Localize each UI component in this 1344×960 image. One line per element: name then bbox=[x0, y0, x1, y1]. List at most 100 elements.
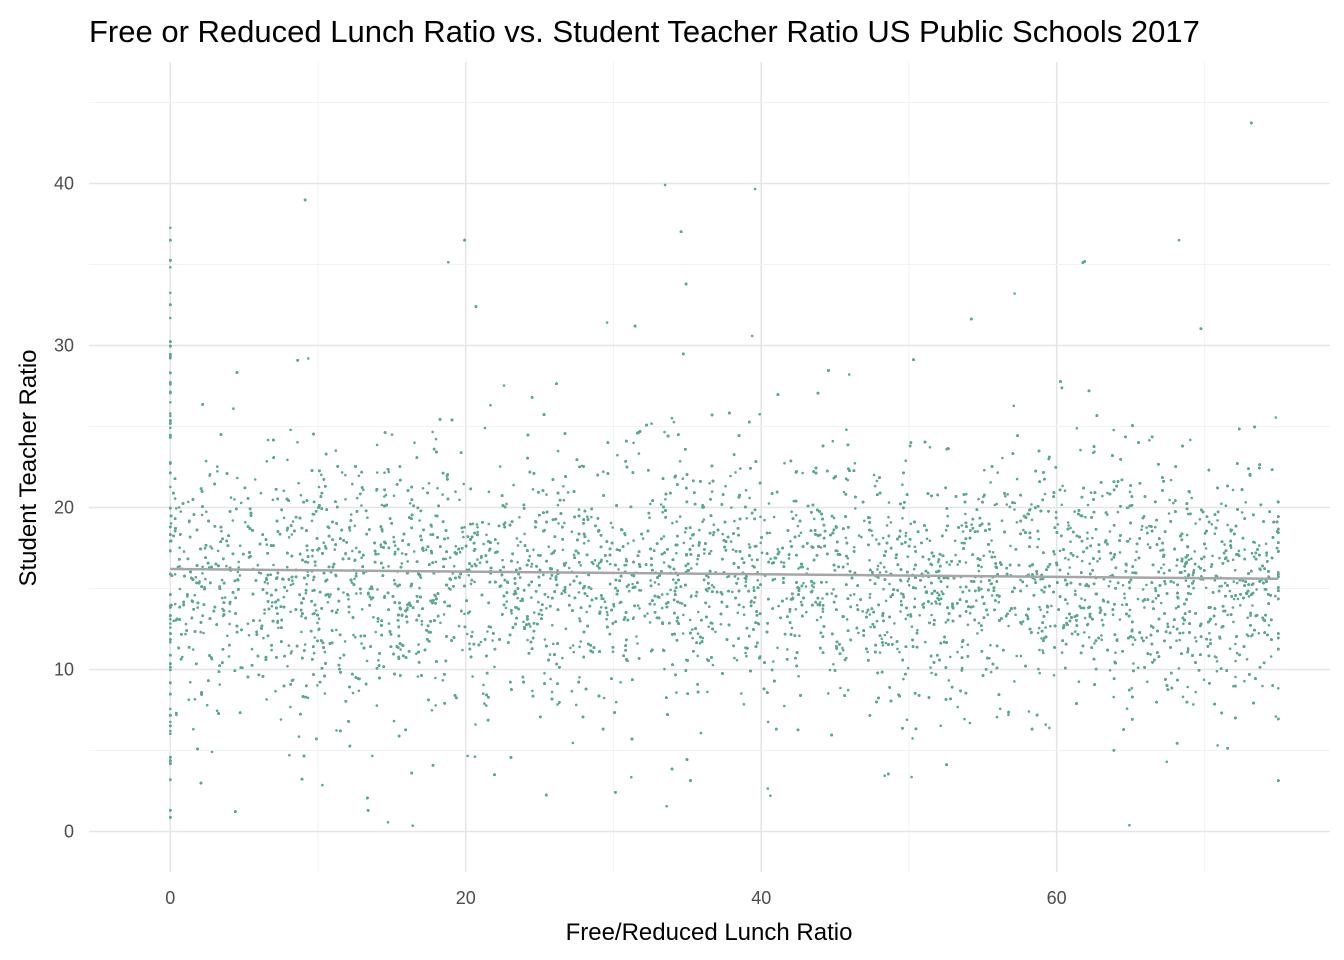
data-point bbox=[1193, 636, 1197, 639]
data-point bbox=[427, 482, 431, 485]
data-point bbox=[866, 650, 869, 654]
data-point bbox=[947, 679, 951, 682]
data-point bbox=[579, 564, 583, 567]
data-point bbox=[169, 426, 172, 430]
data-point bbox=[505, 600, 509, 603]
data-point bbox=[421, 487, 425, 490]
data-point bbox=[1015, 654, 1018, 658]
data-point bbox=[901, 517, 904, 520]
data-point bbox=[380, 503, 384, 507]
data-point bbox=[176, 565, 180, 569]
data-point bbox=[1126, 506, 1130, 510]
data-point bbox=[1132, 662, 1135, 665]
data-point bbox=[909, 522, 913, 526]
data-point bbox=[980, 565, 983, 569]
data-point bbox=[733, 575, 737, 578]
data-point bbox=[1021, 620, 1025, 623]
data-point bbox=[605, 559, 609, 563]
data-point bbox=[201, 565, 204, 569]
data-point bbox=[768, 531, 772, 535]
data-point bbox=[1172, 501, 1175, 505]
data-point bbox=[1075, 427, 1079, 430]
data-point bbox=[904, 531, 908, 535]
data-point bbox=[471, 630, 474, 634]
data-point bbox=[462, 482, 466, 486]
data-point bbox=[769, 794, 772, 797]
data-point bbox=[833, 569, 837, 572]
data-point bbox=[731, 590, 734, 594]
data-point bbox=[501, 558, 504, 562]
data-point bbox=[733, 656, 736, 660]
data-point bbox=[1030, 503, 1033, 506]
data-point bbox=[291, 579, 294, 582]
data-point bbox=[202, 631, 205, 635]
data-point bbox=[238, 574, 242, 577]
data-point bbox=[995, 715, 999, 719]
data-point bbox=[418, 519, 421, 522]
data-point bbox=[767, 502, 771, 505]
data-point bbox=[215, 709, 219, 713]
data-point bbox=[556, 449, 560, 453]
data-point bbox=[274, 689, 277, 693]
data-point bbox=[860, 535, 863, 539]
data-point bbox=[1012, 404, 1016, 408]
data-point bbox=[846, 688, 850, 692]
data-point bbox=[550, 552, 553, 555]
data-point bbox=[377, 552, 380, 556]
data-point bbox=[789, 540, 792, 543]
data-point bbox=[1194, 690, 1197, 694]
data-point bbox=[882, 565, 886, 569]
data-point bbox=[169, 732, 172, 735]
data-point bbox=[1228, 647, 1232, 650]
data-point bbox=[323, 650, 327, 654]
data-point bbox=[1108, 669, 1112, 672]
data-point bbox=[922, 602, 926, 605]
data-point bbox=[1247, 595, 1251, 598]
data-point bbox=[1030, 518, 1034, 522]
data-point bbox=[1172, 581, 1175, 584]
data-point bbox=[1277, 571, 1280, 574]
data-point bbox=[1091, 536, 1094, 540]
data-point bbox=[291, 520, 295, 523]
data-point bbox=[632, 616, 635, 619]
data-point bbox=[360, 504, 363, 507]
data-point bbox=[528, 554, 532, 558]
data-point bbox=[812, 585, 815, 589]
data-point bbox=[1168, 498, 1171, 502]
data-point bbox=[466, 754, 470, 758]
data-point bbox=[790, 626, 794, 630]
data-point bbox=[169, 729, 172, 733]
data-point bbox=[1004, 494, 1007, 498]
data-point bbox=[169, 622, 172, 625]
data-point bbox=[548, 653, 552, 656]
data-point bbox=[649, 579, 652, 582]
data-point bbox=[1154, 525, 1157, 529]
data-point bbox=[210, 750, 214, 754]
data-point bbox=[349, 513, 353, 516]
data-point bbox=[532, 611, 536, 614]
data-point bbox=[530, 562, 534, 566]
data-point bbox=[745, 654, 748, 658]
data-point bbox=[935, 602, 938, 605]
data-point bbox=[790, 510, 793, 513]
data-point bbox=[1257, 632, 1261, 635]
data-point bbox=[878, 651, 882, 654]
data-point bbox=[1091, 451, 1095, 455]
data-point bbox=[889, 521, 893, 524]
data-point bbox=[355, 496, 359, 500]
data-point bbox=[769, 557, 772, 561]
data-point bbox=[549, 577, 552, 580]
data-point bbox=[1083, 598, 1087, 602]
data-point bbox=[907, 583, 911, 587]
data-point bbox=[885, 631, 889, 634]
data-point bbox=[763, 518, 766, 522]
data-point bbox=[884, 641, 888, 645]
data-point bbox=[350, 581, 354, 584]
data-point bbox=[193, 698, 197, 701]
data-point bbox=[1027, 710, 1031, 713]
data-point bbox=[561, 548, 565, 552]
data-point bbox=[988, 550, 992, 553]
data-point bbox=[926, 571, 930, 575]
data-point bbox=[881, 644, 885, 647]
